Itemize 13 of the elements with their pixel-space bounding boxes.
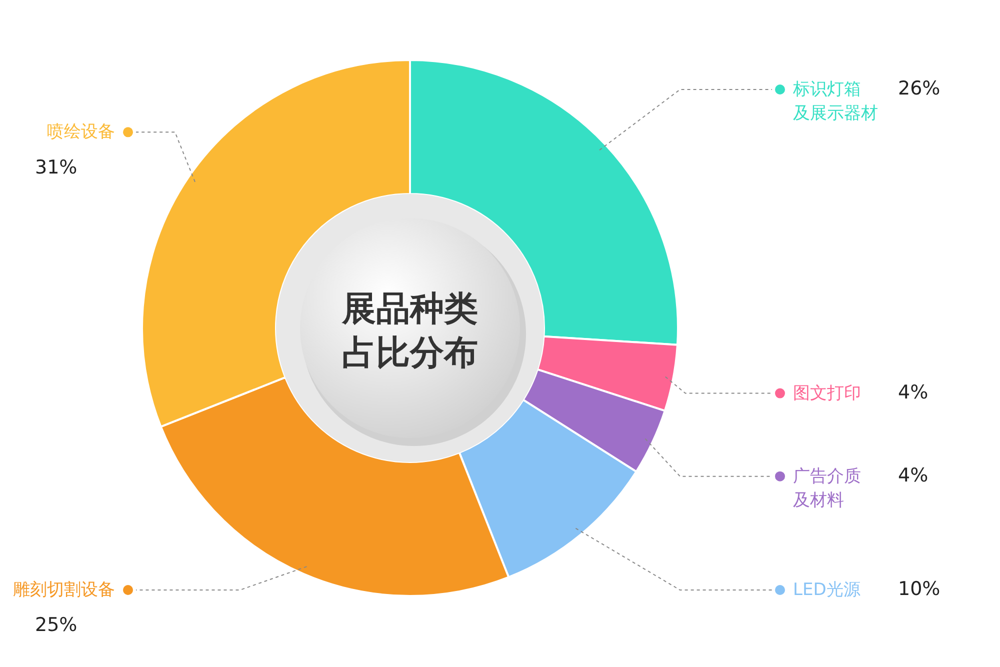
data-label: 4%: [898, 464, 928, 487]
text: 展品种类占比分布: [341, 289, 478, 373]
legend-label: 广告介质及材料: [793, 466, 861, 510]
legend-label: 标识灯箱及展示器材: [792, 79, 878, 124]
legend-label: 图文打印: [793, 382, 861, 403]
slice-label: 喷绘设备: [47, 122, 115, 142]
data-label: 25%: [35, 614, 78, 636]
legend-label: LED光源: [793, 580, 860, 600]
data-label: 31%: [35, 156, 78, 178]
data-label: 4%: [898, 381, 928, 404]
data-label: 10%: [898, 578, 940, 600]
slice-label: 雕刻切割设备: [13, 580, 115, 600]
data-label: 26%: [898, 78, 940, 100]
